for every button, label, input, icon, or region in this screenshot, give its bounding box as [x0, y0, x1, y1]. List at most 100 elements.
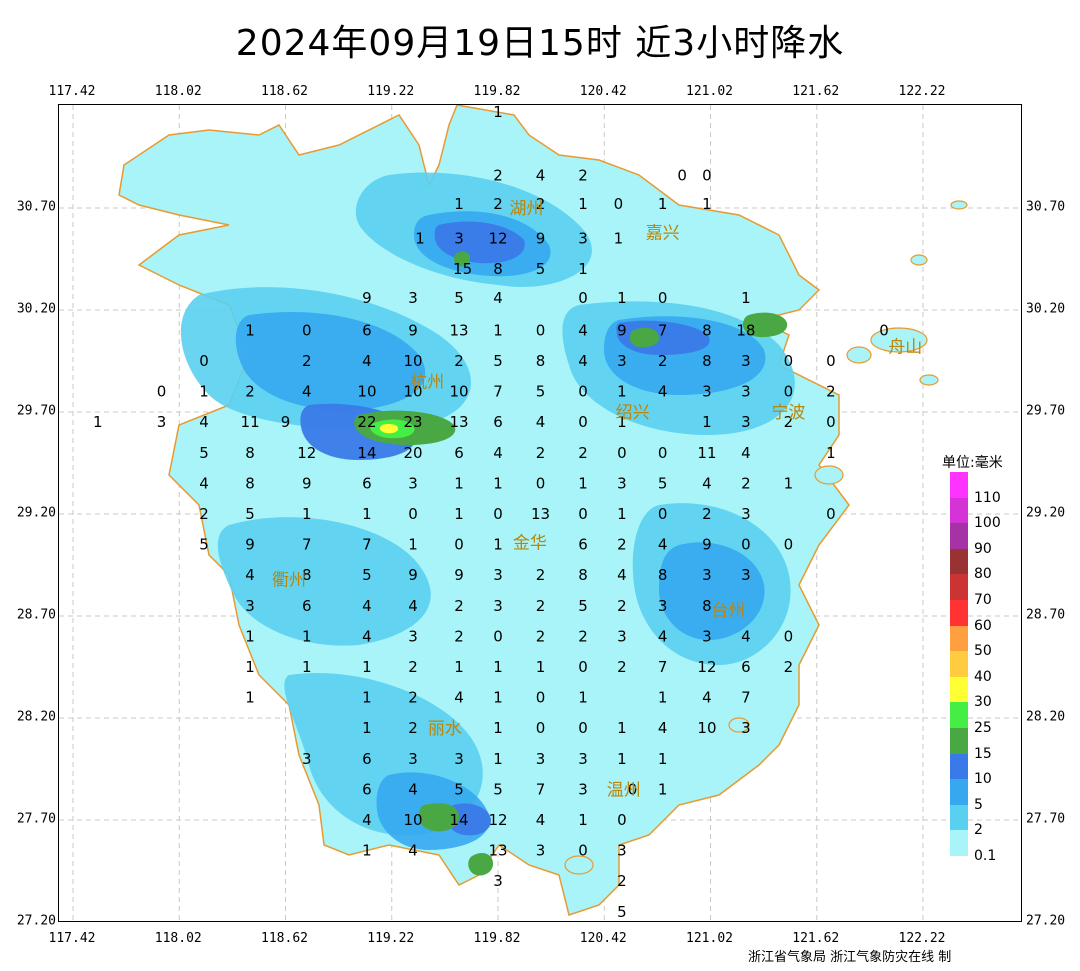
station-value: 1 [245, 689, 255, 707]
station-value: 11 [241, 413, 260, 431]
lat-tick-right: 29.70 [1026, 403, 1066, 419]
legend-label: 90 [974, 540, 992, 557]
city-label: 丽水 [428, 719, 462, 739]
legend-unit-title: 单位:毫米 [942, 455, 1003, 471]
map-frame: 1 2 4 2 0 0 1 2 2 1 0 1 1 1 3 12 9 3 1 15 8 5 1 9 3 5 4 0 1 0 1 1 0 6 9 13 1… [58, 104, 1022, 922]
station-value: 0 [677, 166, 687, 184]
station-value: 1 [493, 321, 503, 339]
station-value: 0 [658, 505, 668, 523]
station-value: 2 [578, 444, 588, 462]
station-value: 6 [454, 444, 464, 462]
station-value: 7 [658, 321, 668, 339]
station-value: 4 [408, 842, 418, 860]
station-value: 0 [578, 289, 588, 307]
station-value: 1 [493, 536, 503, 554]
station-value: 3 [741, 352, 751, 370]
station-value: 4 [536, 413, 546, 431]
station-value: 2 [536, 627, 546, 645]
station-value: 0 [741, 536, 751, 554]
legend-label: 80 [974, 566, 992, 583]
station-value: 8 [658, 566, 668, 584]
station-value: 2 [454, 627, 464, 645]
station-value: 4 [658, 627, 668, 645]
legend-swatch [950, 779, 968, 805]
station-value: 0 [617, 444, 627, 462]
city-label: 衢州 [272, 569, 306, 590]
lat-tick-left: 30.20 [16, 301, 56, 317]
legend-level: 10 [950, 753, 1020, 787]
lon-tick-bottom: 119.22 [367, 931, 415, 946]
station-value: 10 [403, 352, 422, 370]
lon-tick-bottom: 120.42 [579, 931, 627, 946]
legend-label: 100 [974, 515, 1001, 532]
station-value: 9 [281, 413, 291, 431]
station-value: 2 [536, 195, 546, 213]
station-value: 0 [578, 719, 588, 737]
legend-label: 5 [974, 796, 983, 813]
station-value: 9 [408, 321, 418, 339]
station-value: 1 [362, 842, 372, 860]
station-value: 9 [408, 566, 418, 584]
station-value: 0 [454, 536, 464, 554]
station-value: 5 [454, 780, 464, 798]
lon-tick-top: 121.62 [792, 84, 840, 99]
station-value: 1 [302, 658, 312, 676]
rainfall-shading [118, 105, 968, 916]
station-value: 3 [408, 474, 418, 492]
station-value: 4 [617, 566, 627, 584]
station-value: 1 [199, 383, 209, 401]
station-value: 9 [454, 566, 464, 584]
station-value: 2 [702, 505, 712, 523]
station-value: 1 [578, 811, 588, 829]
city-label: 舟山 [888, 338, 922, 358]
station-value: 1 [702, 195, 712, 213]
station-value: 5 [658, 474, 668, 492]
lon-tick-top: 119.22 [367, 84, 415, 99]
station-value: 7 [302, 536, 312, 554]
lat-tick-left: 29.70 [16, 403, 56, 419]
lon-tick-bottom: 121.02 [686, 931, 733, 946]
station-value: 1 [493, 658, 503, 676]
station-value: 11 [697, 444, 716, 462]
station-value: 4 [199, 413, 209, 431]
station-value: 4 [536, 166, 546, 184]
lon-tick-bottom: 122.22 [898, 931, 946, 946]
station-value: 1 [617, 383, 627, 401]
lon-tick-bottom: 118.02 [154, 931, 202, 946]
lon-tick-top: 118.02 [154, 84, 202, 99]
station-value: 1 [493, 719, 503, 737]
station-value: 2 [784, 413, 794, 431]
station-value: 0 [614, 195, 624, 213]
station-value: 10 [357, 383, 376, 401]
station-value: 5 [199, 536, 209, 554]
station-value: 1 [578, 689, 588, 707]
station-value: 5 [199, 444, 209, 462]
station-value: 4 [578, 352, 588, 370]
station-value: 1 [658, 780, 668, 798]
map-title: 2024年09月19日15时 近3小时降水 [235, 23, 845, 64]
station-value: 1 [617, 413, 627, 431]
station-value: 4 [578, 321, 588, 339]
station-value: 3 [702, 566, 712, 584]
station-value: 1 [578, 474, 588, 492]
station-value: 13 [488, 842, 507, 860]
station-value: 1 [702, 413, 712, 431]
station-value: 9 [302, 474, 312, 492]
station-value: 15 [453, 260, 472, 278]
station-value: 3 [157, 413, 167, 431]
station-value: 3 [617, 627, 627, 645]
station-value: 1 [493, 105, 503, 121]
legend-label: 70 [974, 591, 992, 608]
station-value: 8 [493, 260, 503, 278]
station-value: 13 [449, 321, 468, 339]
station-value: 14 [357, 444, 376, 462]
station-value: 8 [536, 352, 546, 370]
station-value: 6 [362, 780, 372, 798]
station-value: 0 [826, 413, 836, 431]
legend-level: 5 [950, 779, 1020, 813]
station-value: 1 [454, 195, 464, 213]
legend-level: 30 [950, 676, 1020, 710]
legend-level: 40 [950, 651, 1020, 685]
station-value: 4 [408, 780, 418, 798]
lat-tick-left: 29.20 [16, 505, 56, 521]
